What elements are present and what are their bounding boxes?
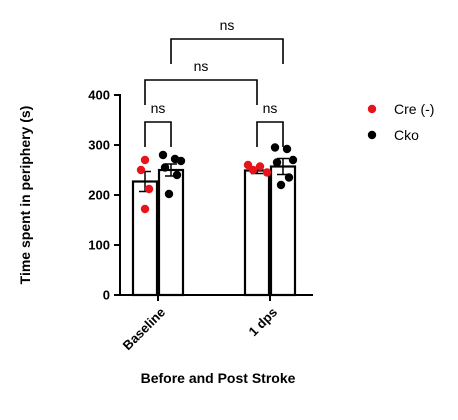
legend-marker-cre — [367, 104, 377, 114]
data-point-1-1-5 — [276, 180, 286, 190]
significance-label-2: ns — [194, 58, 209, 74]
data-point-0-0-1 — [136, 165, 146, 175]
significance-bracket-0 — [144, 121, 172, 147]
bars-layer — [131, 157, 297, 297]
points-layer — [136, 143, 298, 214]
significance-bracket-2 — [144, 79, 258, 105]
legend-label-cko: Cko — [394, 127, 419, 143]
y-tick-label-4: 400 — [88, 88, 110, 103]
data-point-1-0-0 — [158, 150, 168, 160]
data-point-0-1-3 — [262, 168, 272, 177]
data-point-0-0-2 — [144, 184, 154, 194]
significance-label-0: ns — [151, 100, 166, 116]
significance-layer: ns ns ns ns — [144, 17, 284, 147]
bar-cko-0 — [157, 168, 185, 297]
data-point-1-0-4 — [172, 170, 182, 180]
significance-label-3: ns — [220, 17, 235, 33]
y-tick-label-3: 300 — [88, 138, 110, 153]
significance-bracket-3 — [170, 38, 284, 64]
y-tick-label-1: 100 — [88, 238, 110, 253]
data-point-0-0-0 — [140, 155, 150, 165]
y-axis-title: Time spent in periphery (s) — [17, 106, 33, 285]
bar-cre-0 — [131, 180, 159, 297]
data-point-1-0-5 — [164, 189, 174, 199]
y-tick-label-0: 0 — [103, 288, 110, 303]
data-point-0-1-1 — [255, 162, 265, 171]
legend-label-cre: Cre (-) — [394, 101, 434, 117]
x-tick-label-1: 1 dps — [245, 305, 280, 340]
data-point-0-0-3 — [140, 204, 150, 214]
significance-bracket-1 — [256, 121, 284, 147]
data-point-1-0-2 — [176, 156, 186, 166]
x-axis-title: Before and Post Stroke — [141, 370, 296, 386]
data-point-1-1-2 — [288, 155, 298, 165]
data-point-1-1-4 — [284, 173, 294, 182]
y-tick-label-2: 200 — [88, 188, 110, 203]
x-tick-label-0: Baseline — [120, 305, 168, 353]
data-point-1-1-3 — [272, 158, 282, 167]
bar-cre-1 — [243, 169, 271, 297]
legend-marker-cko — [367, 130, 377, 140]
significance-label-1: ns — [263, 100, 278, 116]
data-point-0-1-2 — [248, 165, 258, 175]
legend: Cre (-) Cko — [367, 101, 434, 143]
data-point-1-1-0 — [270, 143, 280, 152]
data-point-1-1-1 — [282, 144, 292, 154]
data-point-1-0-3 — [160, 163, 170, 172]
